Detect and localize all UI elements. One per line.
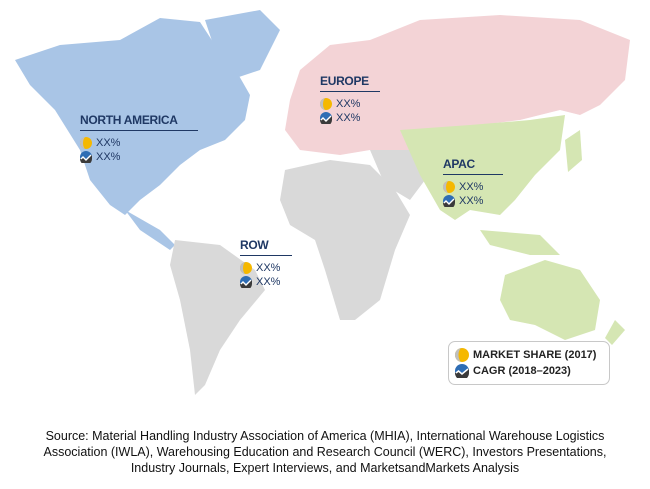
region-title: ROW [240,238,292,256]
africa-landmass [280,160,410,320]
market-share-icon [320,98,332,110]
new-zealand-landmass [605,320,625,345]
source-line: Source: Material Handling Industry Assoc… [45,429,605,443]
world-map [15,10,630,395]
cagr-icon [455,364,469,378]
region-title: APAC [443,157,503,175]
region-apac: APAC XX% XX% [443,157,503,209]
europe-russia-landmass [285,15,630,155]
market-share-icon [455,348,469,362]
source-note: Source: Material Handling Industry Assoc… [0,428,650,476]
market-share-icon [80,137,92,149]
market-share-icon [240,262,252,274]
cagr-stat: XX% [240,276,292,288]
region-europe: EUROPE XX% XX% [320,74,380,126]
region-title: EUROPE [320,74,380,92]
cagr-icon [443,195,455,207]
map-legend: MARKET SHARE (2017) CAGR (2018–2023) [448,341,610,385]
cagr-icon [240,276,252,288]
southeast-asia-islands [480,230,560,255]
market-share-stat: XX% [240,262,292,274]
market-share-icon [443,181,455,193]
market-share-stat: XX% [443,181,503,193]
legend-market-share: MARKET SHARE (2017) [455,348,603,362]
cagr-value: XX% [96,151,121,163]
region-row: ROW XX% XX% [240,238,292,290]
market-share-value: XX% [336,98,361,110]
region-north-america: NORTH AMERICA XX% XX% [80,113,198,165]
cagr-stat: XX% [443,195,503,207]
legend-label: CAGR (2018–2023) [473,365,571,377]
japan-landmass [565,130,582,172]
middle-east-landmass [370,150,425,200]
central-america-landmass [125,210,175,250]
legend-label: MARKET SHARE (2017) [473,349,597,361]
north-america-landmass [15,18,250,215]
market-share-value: XX% [96,137,121,149]
market-share-stat: XX% [80,137,198,149]
cagr-value: XX% [336,112,361,124]
cagr-icon [320,112,332,124]
australia-landmass [500,260,600,340]
market-share-stat: XX% [320,98,380,110]
cagr-stat: XX% [320,112,380,124]
cagr-icon [80,151,92,163]
region-title: NORTH AMERICA [80,113,198,131]
source-line: Industry Journals, Expert Interviews, an… [130,461,520,475]
cagr-stat: XX% [80,151,198,163]
legend-cagr: CAGR (2018–2023) [455,364,603,378]
market-share-value: XX% [459,181,484,193]
market-share-value: XX% [256,262,281,274]
greenland-landmass [205,10,280,80]
cagr-value: XX% [256,276,281,288]
source-line: Association (IWLA), Warehousing Educatio… [43,445,607,459]
asia-pacific-landmass [400,115,565,220]
cagr-value: XX% [459,195,484,207]
